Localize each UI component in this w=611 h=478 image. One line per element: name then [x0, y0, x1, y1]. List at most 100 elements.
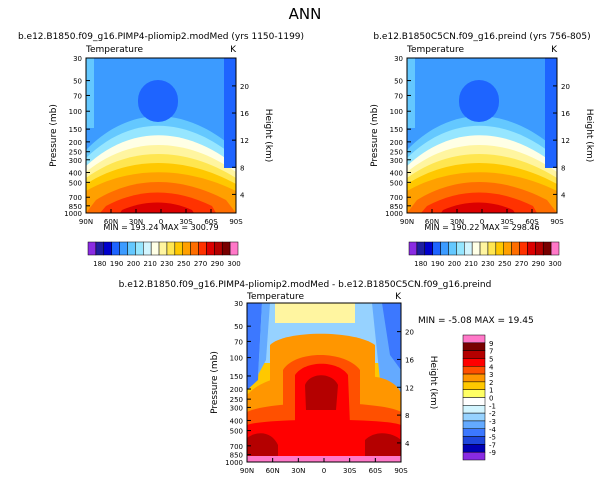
panel-3-ytick-label: 400	[230, 417, 243, 425]
panel-2-units: K	[551, 45, 558, 55]
colorbar-diff-label: -1	[489, 402, 496, 410]
panel-3-y2tick-label: 20	[405, 329, 414, 337]
colorbar-abs-2-swatch	[456, 241, 465, 256]
colorbar-diff-swatch	[462, 436, 486, 445]
colorbar-diff-label: 2	[489, 379, 493, 387]
colorbar-abs-2-label: 250	[498, 260, 511, 268]
colorbar-abs-1-swatch	[95, 241, 105, 256]
panel-1-ytick-label: 1000	[64, 210, 82, 218]
axes-layer: 305070100150200250300400500700850100090N…	[49, 55, 594, 475]
colorbar-abs-2-label: 290	[532, 260, 545, 268]
panel-3-ytick-label: 1000	[225, 459, 243, 467]
panel-1-field	[86, 58, 236, 213]
panel-1: b.e12.B1850.f09_g16.PIMP4-pliomip2.modMe…	[18, 32, 304, 214]
colorbar-diff-swatch	[462, 405, 486, 414]
panel-1-y2tick-label: 12	[240, 137, 249, 145]
panel-1-xtick-label: 90N	[79, 218, 93, 226]
colorbar-diff-swatch	[462, 373, 486, 383]
panel-1-xtick-label: 60S	[204, 218, 218, 226]
colorbar-diff-swatch	[462, 444, 486, 453]
panel-1-xtick-label: 30S	[179, 218, 193, 226]
panel-2-variable: Temperature	[406, 45, 464, 55]
panel-2-xtick-label: 90N	[400, 218, 414, 226]
colorbar-abs-1-swatch	[221, 241, 231, 256]
panel-1-ytick-label: 250	[69, 149, 82, 157]
colorbar-diff-swatch	[462, 451, 486, 461]
panel-1-y2label: Height (km)	[263, 109, 273, 163]
colorbar-abs-2-swatch	[479, 241, 489, 256]
panel-1-xtick-label: 30N	[129, 218, 143, 226]
panel-3: b.e12.B1850.f09_g16.PIMP4-pliomip2.modMe…	[119, 280, 491, 463]
panel-1-ytick-label: 30	[73, 55, 82, 63]
panel-3-y2tick-label: 4	[405, 440, 410, 448]
colorbar-diff-swatch	[462, 358, 486, 367]
panel-1-ytick-label: 850	[69, 203, 82, 211]
colorbar-diff-swatch	[462, 397, 486, 406]
panel-2-ytick-label: 30	[394, 55, 403, 63]
colorbar-diff-swatch	[462, 342, 486, 351]
colorbar-abs-1-swatch	[198, 241, 207, 256]
panel-1-variable: Temperature	[85, 45, 143, 55]
colorbar-abs-2-label: 180	[414, 260, 427, 268]
colorbar-absolute: 180 190 200 210 230 250 270 290 300 180 190 200 210 2…	[87, 241, 562, 268]
colorbar-diff-label: 3	[489, 371, 493, 379]
colorbar-abs-2-swatch	[511, 241, 520, 256]
colorbar-abs-2-swatch	[503, 241, 512, 256]
colorbar-abs-2-swatch	[495, 241, 504, 256]
colorbar-abs-1-swatch	[150, 241, 160, 256]
panel-3-xtick-label: 90N	[240, 467, 254, 475]
panel-3-ytick-label: 30	[234, 300, 243, 308]
panel-2-y2label: Height (km)	[584, 109, 594, 163]
colorbar-diff-label: -9	[489, 449, 496, 457]
panel-3-xtick-label: 90S	[394, 467, 408, 475]
colorbar-abs-2-swatch	[519, 241, 528, 256]
panel-3-variable: Temperature	[246, 292, 304, 302]
panel-3-ytick-label: 200	[230, 386, 243, 394]
panel-3-ytick-label: 500	[230, 428, 243, 436]
panel-2-xtick-label: 60N	[425, 218, 439, 226]
colorbar-abs-1-label: 230	[160, 260, 173, 268]
panel-1-ytick-label: 500	[69, 179, 82, 187]
panel-3-xtick-label: 60S	[369, 467, 383, 475]
panel-2-ylabel: Pressure (mb)	[370, 104, 380, 167]
panel-2-ytick-label: 300	[390, 157, 403, 165]
colorbar-abs-2-swatch	[408, 241, 418, 256]
colorbar-diff-swatch	[462, 334, 486, 344]
panel-3-units: K	[395, 292, 402, 302]
colorbar-diff-label: -7	[489, 441, 496, 449]
panel-3-y2label: Height (km)	[428, 356, 438, 410]
colorbar-abs-2-label: 270	[515, 260, 528, 268]
panel-2: b.e12.B1850C5CN.f09_g16.preind (yrs 756-…	[373, 32, 591, 214]
colorbar-diff-label: -2	[489, 410, 496, 418]
panel-3-ytick-label: 300	[230, 404, 243, 412]
panel-3-xtick-label: 30N	[291, 467, 305, 475]
colorbar-abs-2-swatch	[424, 241, 433, 256]
colorbar-abs-2-swatch	[432, 241, 441, 256]
colorbar-abs-2-label: 200	[448, 260, 461, 268]
colorbar-abs-1-swatch	[143, 241, 152, 256]
colorbar-abs-1-label: 190	[110, 260, 123, 268]
panel-2-title: b.e12.B1850C5CN.f09_g16.preind (yrs 756-…	[373, 32, 590, 42]
panel-3-xtick-label: 30S	[343, 467, 357, 475]
panel-2-ytick-label: 1000	[385, 210, 403, 218]
colorbar-diff-label: -4	[489, 426, 497, 434]
panel-2-ytick-label: 700	[390, 194, 403, 202]
colorbar-diff-label: 5	[489, 355, 493, 363]
panel-2-ytick-label: 250	[390, 149, 403, 157]
panel-3-ytick-label: 100	[230, 355, 243, 363]
panel-2-y2tick-label: 12	[561, 137, 570, 145]
panel-2-ytick-label: 50	[394, 78, 403, 86]
colorbar-abs-2-label: 300	[548, 260, 561, 268]
colorbar-abs-1-label: 210	[143, 260, 156, 268]
panel-2-xtick-label: 90S	[550, 218, 564, 226]
colorbar-abs-1-swatch	[87, 241, 97, 256]
panel-2-ytick-label: 100	[390, 108, 403, 116]
colorbar-abs-2-swatch	[550, 241, 560, 256]
colorbar-diff-label: 9	[489, 340, 493, 348]
panel-3-y2tick-label: 16	[405, 356, 414, 364]
panel-3-ytick-label: 250	[230, 396, 243, 404]
panel-2-y2tick-label: 16	[561, 110, 570, 118]
panel-1-ytick-label: 200	[69, 139, 82, 147]
panel-3-ytick-label: 150	[230, 373, 243, 381]
